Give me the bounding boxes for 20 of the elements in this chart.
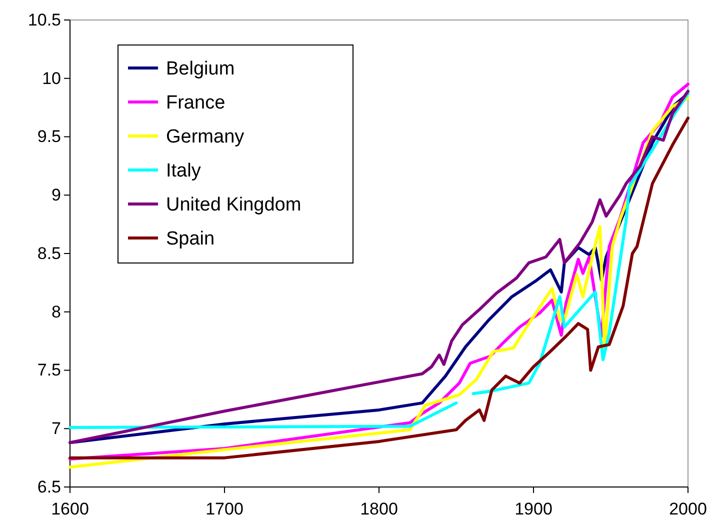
- y-tick-label: 9.5: [37, 127, 61, 146]
- y-tick-label: 6.5: [37, 477, 61, 496]
- x-tick-label: 1700: [206, 500, 244, 519]
- y-tick-label: 7: [52, 419, 61, 438]
- y-tick-label: 8.5: [37, 244, 61, 263]
- legend-label: France: [166, 92, 226, 114]
- x-tick-label: 1900: [514, 500, 552, 519]
- x-tick-label: 1600: [51, 500, 89, 519]
- x-tick-label: 2000: [669, 500, 707, 519]
- y-tick-label: 8: [52, 302, 61, 322]
- y-tick-label: 10: [42, 68, 61, 88]
- legend-label: United Kingdom: [166, 194, 302, 216]
- legend-label: Germany: [166, 126, 245, 148]
- y-tick-label: 7.5: [37, 360, 61, 380]
- legend-label: Italy: [166, 160, 202, 182]
- x-tick-label: 1800: [360, 500, 398, 519]
- y-tick-label: 10.5: [28, 10, 61, 30]
- legend-label: Spain: [166, 228, 215, 250]
- legend-label: Belgium: [166, 58, 235, 80]
- y-tick-label: 9: [52, 186, 61, 205]
